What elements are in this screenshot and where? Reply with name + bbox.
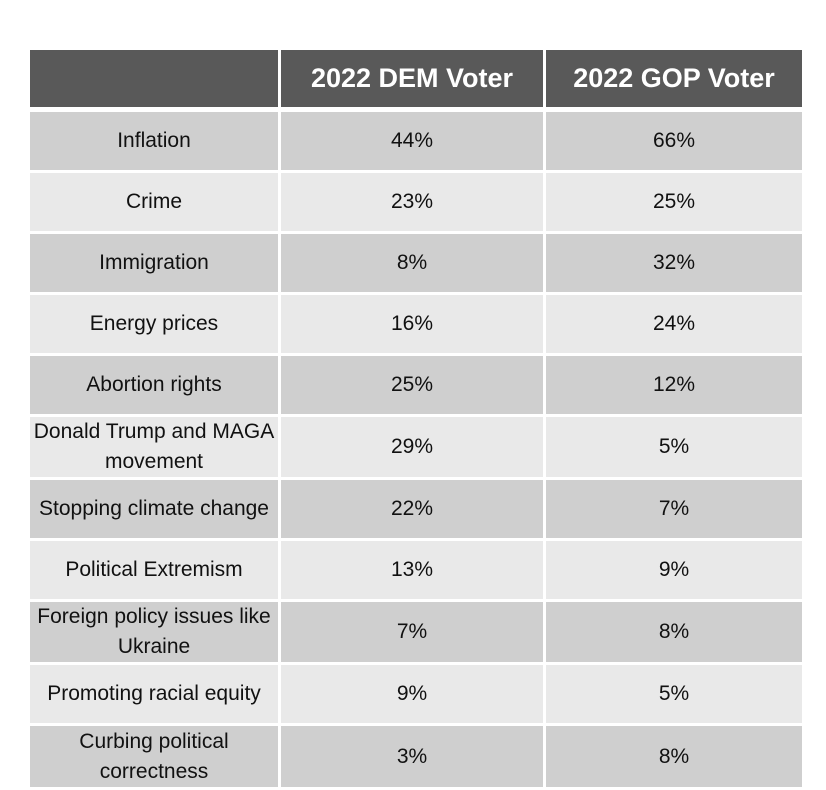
issue-label: Foreign policy issues like Ukraine [37, 605, 271, 658]
table-body: Inflation 44% 66% Crime 23% 25% Immigration 8% 3… [30, 112, 802, 787]
dem-value-cell: 22% [281, 480, 546, 541]
dem-value-cell: 7% [281, 602, 546, 665]
table-row: Foreign policy issues like Ukraine 7% 8% [30, 602, 802, 665]
issues-table: 2022 DEM Voter 2022 GOP Voter Inflation 4… [30, 50, 802, 787]
dem-value-cell: 25% [281, 356, 546, 417]
table-row: Stopping climate change 22% 7% [30, 480, 802, 541]
issue-cell: Donald Trump and MAGA movement [30, 417, 281, 480]
gop-value-cell: 8% [546, 602, 802, 665]
gop-value-cell: 25% [546, 173, 802, 234]
header-gop-voter: 2022 GOP Voter [546, 50, 802, 112]
table-header-row: 2022 DEM Voter 2022 GOP Voter [30, 50, 802, 112]
issue-cell: Curbing political correctness [30, 726, 281, 787]
issue-label: Inflation [117, 129, 191, 152]
issue-cell: Inflation [30, 112, 281, 173]
issue-label: Energy prices [89, 312, 219, 335]
issue-cell: Foreign policy issues like Ukraine [30, 602, 281, 665]
dem-value-cell: 16% [281, 295, 546, 356]
table-row: Immigration 8% 32% [30, 234, 802, 295]
dem-value-cell: 23% [281, 173, 546, 234]
issue-cell: Immigration [30, 234, 281, 295]
table-row: Energy prices 16% 24% [30, 295, 802, 356]
table-row: Donald Trump and MAGA movement 29% 5% [30, 417, 802, 480]
issue-cell: Promoting racial equity [30, 665, 281, 726]
issue-label: Crime [126, 190, 182, 213]
table-row: Abortion rights 25% 12% [30, 356, 802, 417]
issue-label: Promoting racial equity [47, 682, 261, 705]
table-row: Inflation 44% 66% [30, 112, 802, 173]
dem-value-cell: 13% [281, 541, 546, 602]
table-row: Crime 23% 25% [30, 173, 802, 234]
gop-value-cell: 32% [546, 234, 802, 295]
dem-value-cell: 44% [281, 112, 546, 173]
issue-label: Stopping climate change [39, 497, 269, 520]
issue-label: Curbing political correctness [79, 729, 229, 783]
gop-value-cell: 12% [546, 356, 802, 417]
table-row: Promoting racial equity 9% 5% [30, 665, 802, 726]
gop-value-cell: 5% [546, 417, 802, 480]
gop-value-cell: 5% [546, 665, 802, 726]
issue-cell: Crime [30, 173, 281, 234]
issue-label: Immigration [99, 251, 209, 274]
header-dem-voter: 2022 DEM Voter [281, 50, 546, 112]
issue-cell: Abortion rights [30, 356, 281, 417]
dem-value-cell: 9% [281, 665, 546, 726]
issue-label: Abortion rights [86, 373, 222, 396]
issue-cell: Political Extremism [30, 541, 281, 602]
table-row: Curbing political correctness 3% 8% [30, 726, 802, 787]
gop-value-cell: 66% [546, 112, 802, 173]
issue-label: Donald Trump and MAGA movement [33, 420, 275, 473]
issue-cell: Stopping climate change [30, 480, 281, 541]
dem-value-cell: 3% [281, 726, 546, 787]
gop-value-cell: 9% [546, 541, 802, 602]
issue-cell: Energy prices [30, 295, 281, 356]
issue-label: Political Extremism [65, 558, 243, 581]
gop-value-cell: 24% [546, 295, 802, 356]
gop-value-cell: 8% [546, 726, 802, 787]
table-row: Political Extremism 13% 9% [30, 541, 802, 602]
dem-value-cell: 8% [281, 234, 546, 295]
header-issue [30, 50, 281, 112]
gop-value-cell: 7% [546, 480, 802, 541]
dem-value-cell: 29% [281, 417, 546, 480]
